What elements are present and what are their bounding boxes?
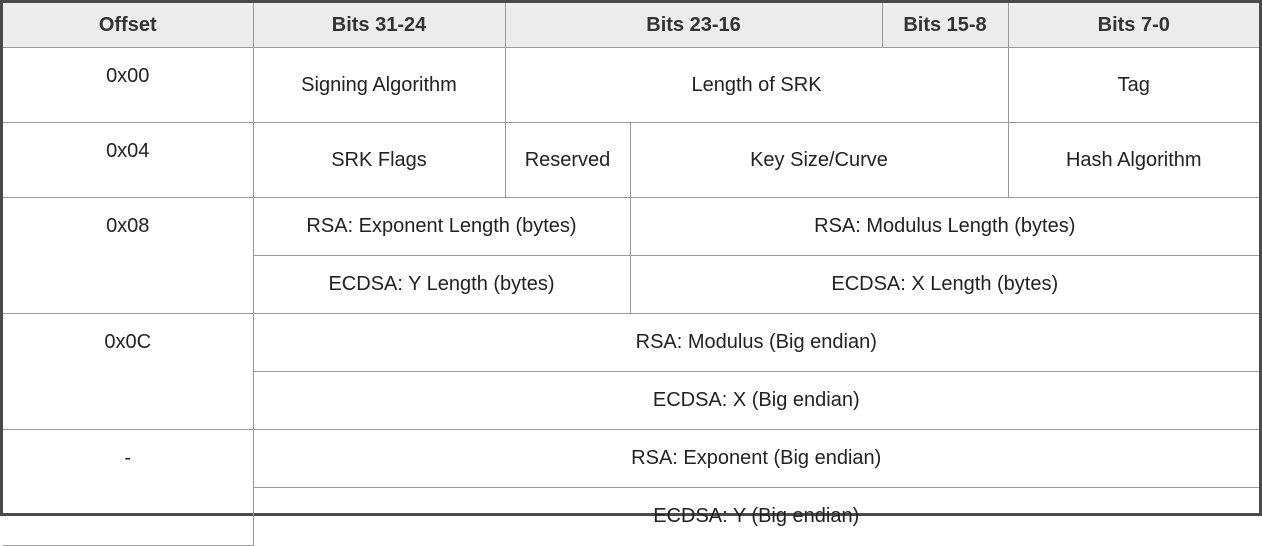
table-row: 0x00 Signing Algorithm Length of SRK Tag [3, 47, 1259, 123]
header-bits-31-24: Bits 31-24 [252, 3, 506, 48]
ecdsa-y-length-cell: ECDSA: Y Length (bytes) [253, 255, 631, 314]
rsa-modulus-length-cell: RSA: Modulus Length (bytes) [629, 197, 1259, 256]
ecdsa-y-cell: ECDSA: Y (Big endian) [253, 487, 1259, 545]
table-row: 0x04 SRK Flags Reserved Key Size/Curve H… [3, 122, 1259, 198]
offset-cell: 0x0C [3, 313, 254, 430]
table-row: - RSA: Exponent (Big endian) [3, 429, 1259, 546]
table-row: ECDSA: X (Big endian) [3, 371, 1259, 430]
signing-algorithm-cell: Signing Algorithm [252, 47, 506, 123]
rsa-exponent-cell: RSA: Exponent (Big endian) [252, 429, 1259, 488]
table-row: 0x0C RSA: Modulus (Big endian) [3, 313, 1259, 430]
header-offset: Offset [3, 3, 254, 48]
offset-cell: 0x04 [3, 122, 254, 198]
offset-cell: 0x00 [3, 47, 254, 123]
header-bits-7-0: Bits 7-0 [1007, 3, 1259, 48]
rsa-modulus-cell: RSA: Modulus (Big endian) [252, 313, 1259, 372]
header-row: Offset Bits 31-24 Bits 23-16 Bits 15-8 B… [3, 3, 1259, 48]
rsa-exponent-length-cell: RSA: Exponent Length (bytes) [252, 197, 631, 256]
offset-cell: - [3, 429, 254, 546]
srk-structure-table: Offset Bits 31-24 Bits 23-16 Bits 15-8 B… [3, 3, 1259, 546]
key-size-curve-cell: Key Size/Curve [629, 122, 1009, 198]
hash-algorithm-cell: Hash Algorithm [1007, 122, 1259, 198]
srk-flags-cell: SRK Flags [252, 122, 506, 198]
header-bits-23-16: Bits 23-16 [504, 3, 883, 48]
ecdsa-x-cell: ECDSA: X (Big endian) [253, 371, 1259, 430]
length-of-srk-cell: Length of SRK [504, 47, 1009, 123]
offset-cell: 0x08 [3, 197, 254, 314]
table-row: 0x08 RSA: Exponent Length (bytes) RSA: M… [3, 197, 1259, 314]
header-bits-15-8: Bits 15-8 [881, 3, 1009, 48]
reserved-cell: Reserved [504, 122, 631, 198]
ecdsa-x-length-cell: ECDSA: X Length (bytes) [629, 255, 1259, 314]
tag-cell: Tag [1007, 47, 1259, 123]
table-row: ECDSA: Y Length (bytes) ECDSA: X Length … [3, 255, 1259, 314]
